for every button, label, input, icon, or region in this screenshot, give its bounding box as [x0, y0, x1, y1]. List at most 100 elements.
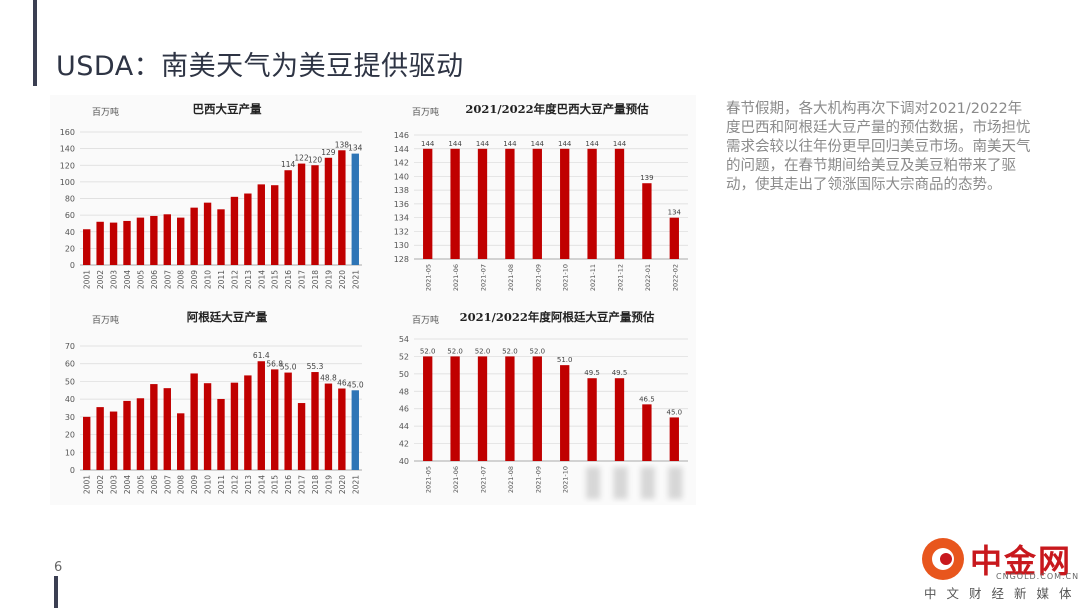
- blurred-label: [640, 467, 655, 499]
- y-tick-label: 80: [65, 195, 75, 204]
- y-tick-label: 20: [65, 244, 75, 253]
- x-tick-label: 2005: [136, 475, 145, 494]
- y-tick-label: 30: [65, 413, 75, 422]
- bar: [136, 217, 145, 265]
- bar: [96, 221, 104, 265]
- brazil-forecast-chart: 2021/2022年度巴西大豆产量预估 百万吨 128 130 132 134 136 138…: [394, 102, 688, 291]
- y-tick-label: 130: [394, 241, 409, 250]
- bottom-accent-bar: [54, 576, 58, 608]
- x-tick-label: 2006: [150, 270, 159, 289]
- x-tick-label: 2021-08: [507, 466, 515, 493]
- bar: [669, 217, 679, 259]
- bar: [338, 150, 346, 265]
- data-label: 49.5: [584, 369, 600, 377]
- bar: [257, 184, 265, 265]
- y-tick-label: 134: [394, 214, 409, 223]
- bar: [190, 373, 198, 470]
- bar: [338, 388, 346, 470]
- y-tick-label: 10: [65, 448, 75, 457]
- y-tick-label: 50: [399, 370, 409, 379]
- data-label: 55.0: [280, 363, 297, 372]
- x-tick-label: 2008: [177, 475, 186, 494]
- y-tick-label: 132: [394, 227, 409, 236]
- x-tick-label: 2002: [96, 270, 105, 289]
- data-label: 138: [335, 140, 350, 149]
- data-label: 52.0: [420, 347, 436, 355]
- x-tick-label: 2018: [311, 270, 320, 289]
- y-tick-label: 128: [394, 255, 409, 264]
- data-label: 48.8: [320, 374, 337, 383]
- logo-sub-text: 中文财经新媒体: [924, 586, 1080, 601]
- bar: [217, 209, 225, 265]
- bar: [642, 404, 652, 461]
- data-label: 144: [558, 140, 572, 148]
- x-tick-label: 2021-08: [507, 264, 515, 291]
- chart-unit-label: 百万吨: [92, 314, 119, 326]
- x-tick-label: 2021-06: [452, 264, 460, 291]
- y-tick-label: 140: [60, 145, 75, 154]
- x-tick-label: 2019: [324, 475, 333, 494]
- x-tick-label: 2021-09: [534, 466, 542, 493]
- x-tick-label: 2021-11: [589, 264, 597, 291]
- bar: [150, 215, 158, 265]
- bar: [351, 153, 359, 265]
- chart-title: 巴西大豆产量: [193, 102, 262, 116]
- bar: [297, 403, 306, 470]
- cngold-logo: 中金网 CNGOLD.COM.CN 中文财经新媒体: [918, 534, 1078, 604]
- x-tick-label: 2010: [204, 270, 213, 289]
- bar: [203, 202, 212, 265]
- slide-title: USDA：南美天气为美豆提供驱动: [56, 51, 464, 82]
- bar: [560, 365, 570, 461]
- x-tick-label: 2022-02: [671, 264, 679, 291]
- bar: [560, 148, 570, 259]
- bar: [96, 407, 104, 470]
- bar: [230, 196, 239, 265]
- data-label: 49.5: [612, 369, 628, 377]
- bar: [614, 148, 625, 259]
- bar: [83, 229, 91, 265]
- bar: [311, 372, 319, 470]
- argentina-forecast-chart: 2021/2022年度阿根廷大豆产量预估 百万吨 40 42 44 46 48 50 52 54 5…: [399, 310, 688, 499]
- bar: [83, 416, 91, 470]
- bar: [190, 207, 198, 265]
- data-label: 46: [337, 379, 347, 388]
- bar: [477, 148, 488, 259]
- bar: [311, 165, 319, 265]
- bar: [230, 382, 239, 470]
- bar: [257, 361, 265, 470]
- y-tick-label: 20: [65, 431, 75, 440]
- bar: [177, 217, 185, 265]
- data-label: 144: [476, 140, 490, 148]
- data-label: 134: [668, 209, 682, 217]
- data-label: 120: [308, 155, 323, 164]
- y-tick-label: 48: [399, 387, 409, 396]
- bar: [614, 378, 625, 461]
- argentina-annual-chart: 阿根廷大豆产量 百万吨 0 10 20 30 40 50 60 70 2001 2002 2003 200…: [65, 310, 364, 494]
- y-tick-label: 0: [70, 466, 75, 475]
- x-tick-label: 2021-05: [425, 466, 433, 493]
- y-tick-label: 0: [70, 261, 75, 270]
- y-tick-label: 100: [60, 178, 75, 187]
- data-label: 134: [348, 144, 363, 153]
- bar: [477, 356, 488, 461]
- x-tick-label: 2008: [177, 270, 186, 289]
- bar: [109, 222, 118, 265]
- chart-title: 2021/2022年度阿根廷大豆产量预估: [460, 310, 655, 324]
- data-label: 45.0: [667, 408, 683, 416]
- chart-unit-label: 百万吨: [412, 106, 439, 118]
- chart-unit-label: 百万吨: [92, 106, 119, 118]
- bar: [284, 170, 292, 265]
- data-label: 144: [421, 140, 435, 148]
- chart-unit-label: 百万吨: [412, 314, 439, 326]
- x-tick-label: 2016: [284, 475, 293, 494]
- y-tick-label: 70: [65, 342, 75, 351]
- y-tick-label: 138: [394, 186, 409, 195]
- data-label: 52.0: [475, 347, 491, 355]
- x-tick-label: 2012: [230, 475, 239, 494]
- blurred-labels: [586, 467, 683, 499]
- x-tick-label: 2021-12: [617, 264, 625, 291]
- x-tick-label: 2021-10: [562, 466, 570, 493]
- charts-panel: 巴西大豆产量 百万吨 0 20 40 60 80 100 120 140 160 2001 2002 20…: [50, 95, 696, 505]
- x-tick-label: 2011: [217, 270, 226, 289]
- bar: [532, 148, 542, 259]
